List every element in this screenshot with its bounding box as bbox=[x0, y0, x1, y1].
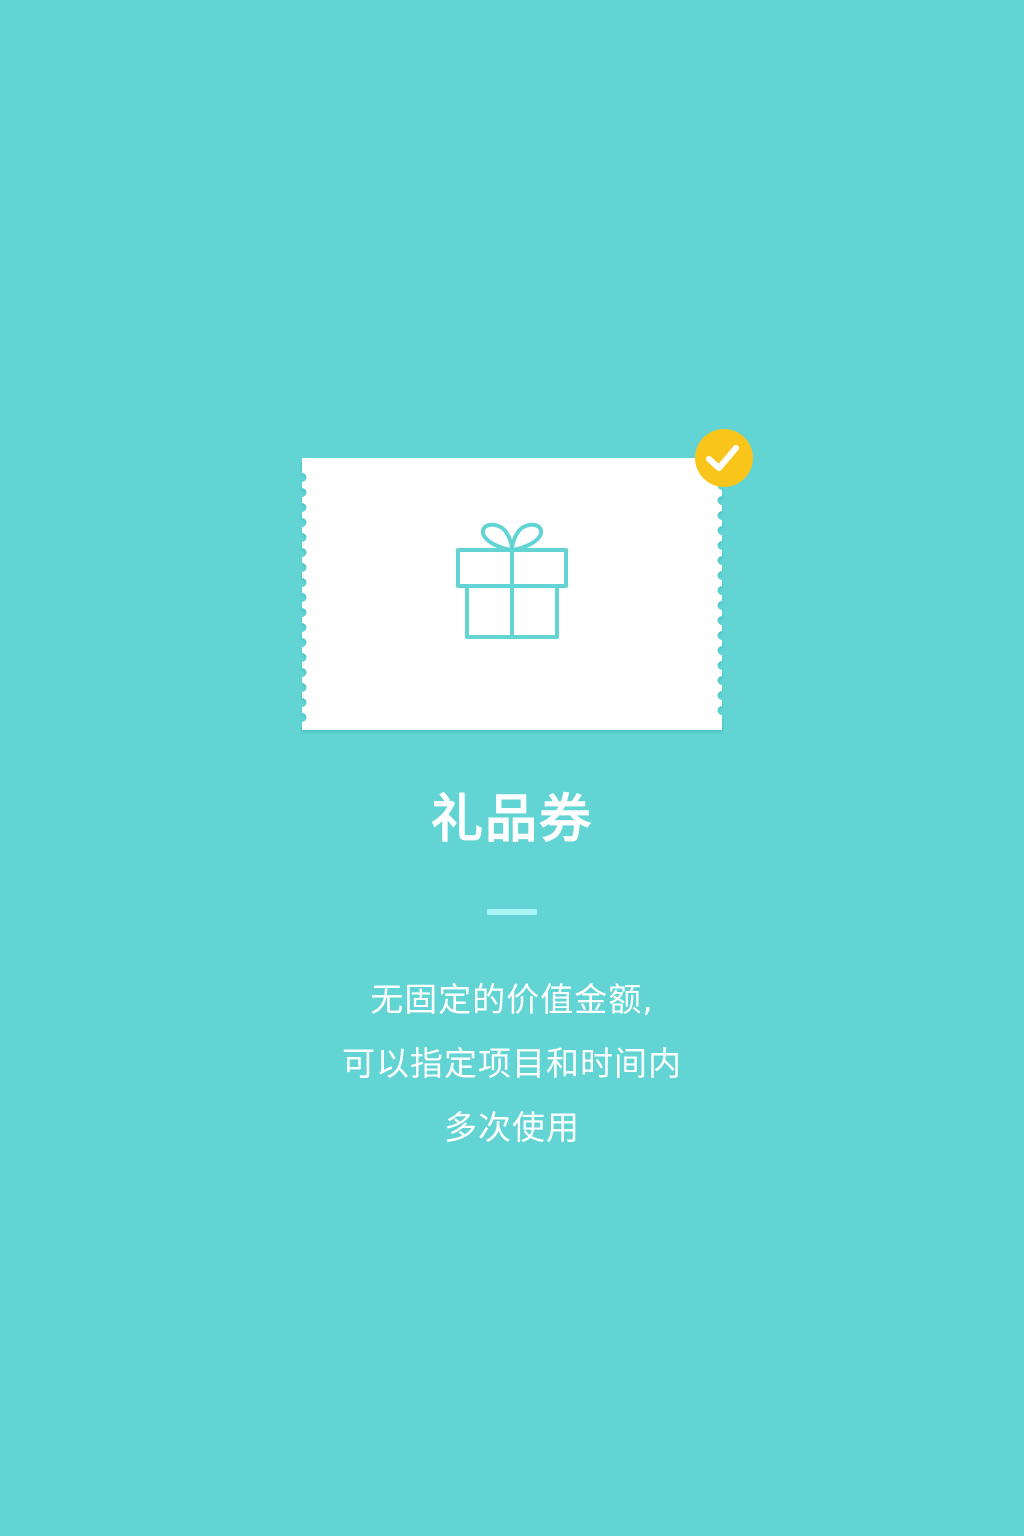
description-line-3: 多次使用 bbox=[444, 1108, 580, 1147]
voucher-title: 礼品券 bbox=[430, 790, 593, 850]
description-line-2: 可以指定项目和时间内 bbox=[342, 1044, 682, 1083]
voucher-ticket bbox=[302, 458, 722, 730]
check-icon bbox=[695, 429, 753, 487]
description-line-1: 无固定的价值金额, bbox=[370, 980, 654, 1019]
voucher-description: 无固定的价值金额, 可以指定项目和时间内 多次使用 bbox=[0, 968, 1024, 1160]
title-divider bbox=[487, 909, 537, 915]
gift-icon bbox=[456, 522, 568, 639]
gift-voucher-card[interactable] bbox=[300, 429, 760, 740]
